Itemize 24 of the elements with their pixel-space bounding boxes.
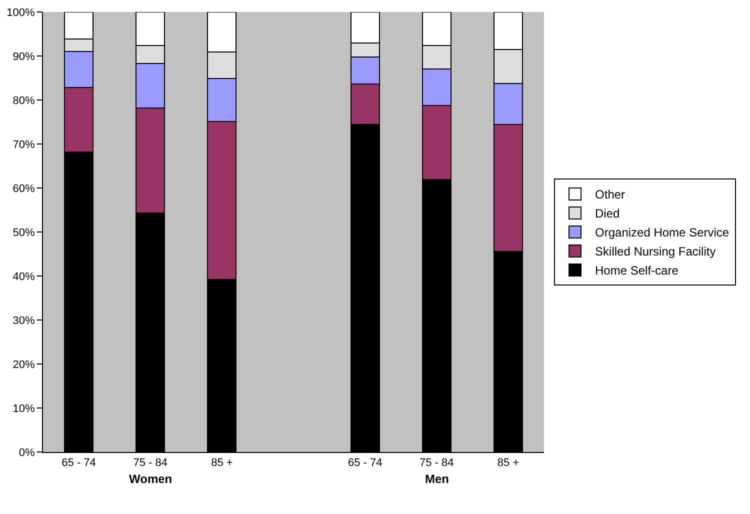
text: Women: [129, 472, 172, 486]
legend-label: Died: [595, 206, 620, 221]
x-tick-label: 75 - 84: [420, 457, 454, 470]
x-tick-label: 75 - 84: [133, 457, 168, 470]
legend-label: Other: [595, 188, 626, 202]
text: Men: [425, 472, 449, 486]
y-tick-label: 90%: [12, 50, 36, 63]
y-tick-label: 60%: [12, 182, 36, 195]
y-tick-label: 30%: [12, 314, 36, 327]
y-tick-label: 100%: [6, 6, 36, 19]
y-tick-label: 10%: [12, 402, 36, 415]
x-tick-label: 85 +: [497, 457, 520, 470]
y-tick-label: 80%: [12, 94, 36, 107]
y-tick-label: 20%: [12, 358, 36, 371]
y-tick-label: 70%: [12, 138, 36, 151]
legend-label: Organized Home Service: [595, 226, 730, 240]
x-tick-label: 65 - 74: [62, 457, 96, 470]
x-tick-label: 65 - 74: [348, 457, 382, 470]
y-tick-label: 0%: [18, 446, 36, 459]
x-tick-label: 85 +: [211, 457, 233, 470]
y-tick-label: 40%: [12, 270, 36, 283]
legend-label: Home Self-care: [595, 264, 679, 278]
legend-label: Skilled Nursing Facility: [595, 244, 716, 259]
y-tick-label: 50%: [12, 226, 36, 239]
